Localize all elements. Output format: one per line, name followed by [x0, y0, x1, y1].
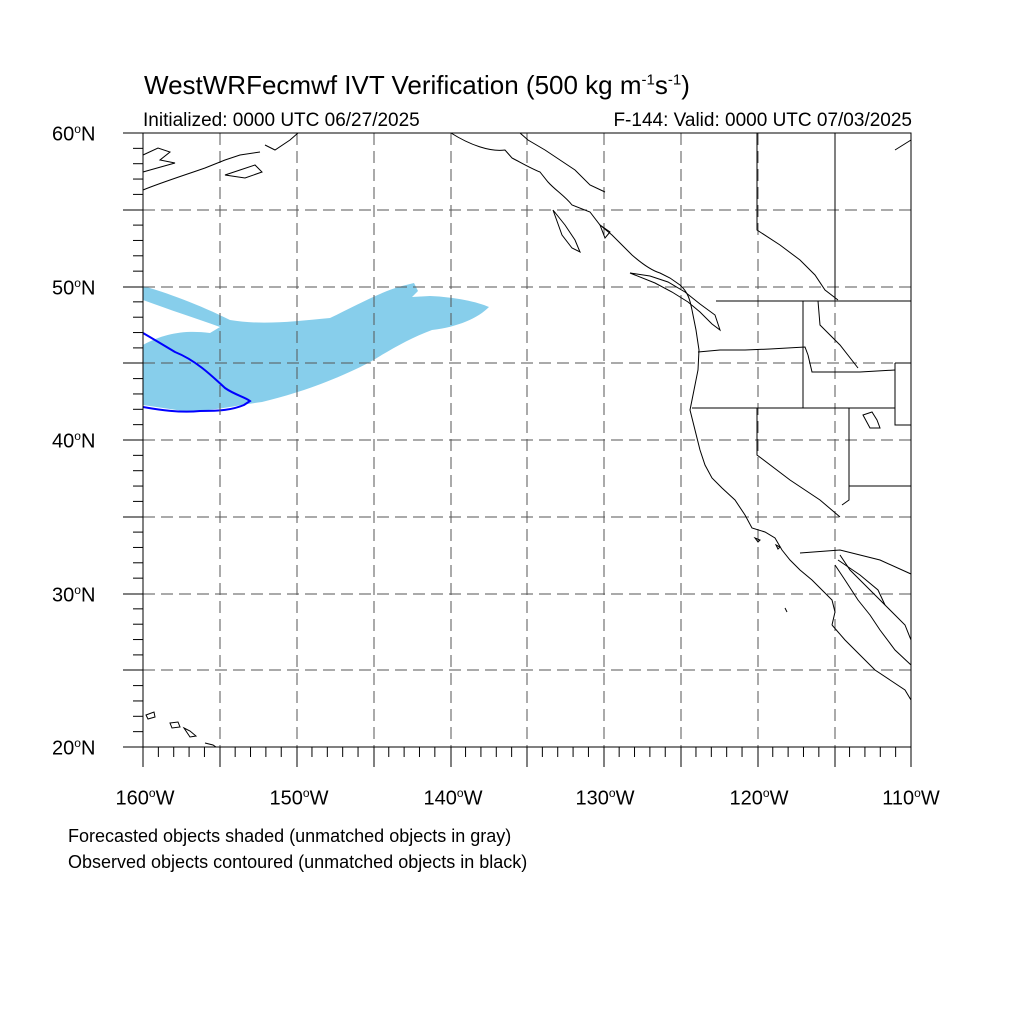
title-text: WestWRFecmwf IVT Verification [144, 70, 519, 100]
title-units-s: s [654, 70, 668, 100]
lat-label-20: 20oN [52, 736, 96, 760]
lon-label-130: 130oW [575, 786, 635, 810]
legend-observed-note: Observed objects contoured (unmatched ob… [68, 852, 528, 872]
map-title: WestWRFecmwf IVT Verification (500 kg m-… [144, 70, 690, 101]
title-units: (500 kg m [518, 70, 642, 100]
valid-time-label: F-144: Valid: 0000 UTC 07/03/2025 [613, 110, 912, 131]
title-exponent-1: -1 [641, 71, 655, 89]
legend-forecast-note: Forecasted objects shaded (unmatched obj… [68, 826, 512, 846]
title-units-close: ) [681, 70, 690, 100]
lon-label-110: 110oW [882, 786, 940, 810]
minor-ticks [133, 147, 897, 757]
forecast-object [143, 283, 489, 412]
lon-label-150: 150oW [269, 786, 329, 810]
lat-label-60: 60oN [52, 122, 96, 146]
lat-label-50: 50oN [52, 276, 96, 300]
graticule [143, 133, 911, 747]
init-time-label: Initialized: 0000 UTC 06/27/2025 [143, 110, 420, 131]
axis-ticks [123, 132, 912, 767]
observed-contour [142, 332, 252, 413]
lon-label-120: 120oW [729, 786, 789, 810]
lat-label-30: 30oN [52, 583, 96, 607]
title-exponent-2: -1 [667, 71, 682, 89]
lon-label-140: 140oW [423, 786, 483, 810]
lat-label-40: 40oN [52, 429, 96, 453]
lon-label-160: 160oW [115, 786, 175, 810]
coastlines [142, 132, 912, 748]
